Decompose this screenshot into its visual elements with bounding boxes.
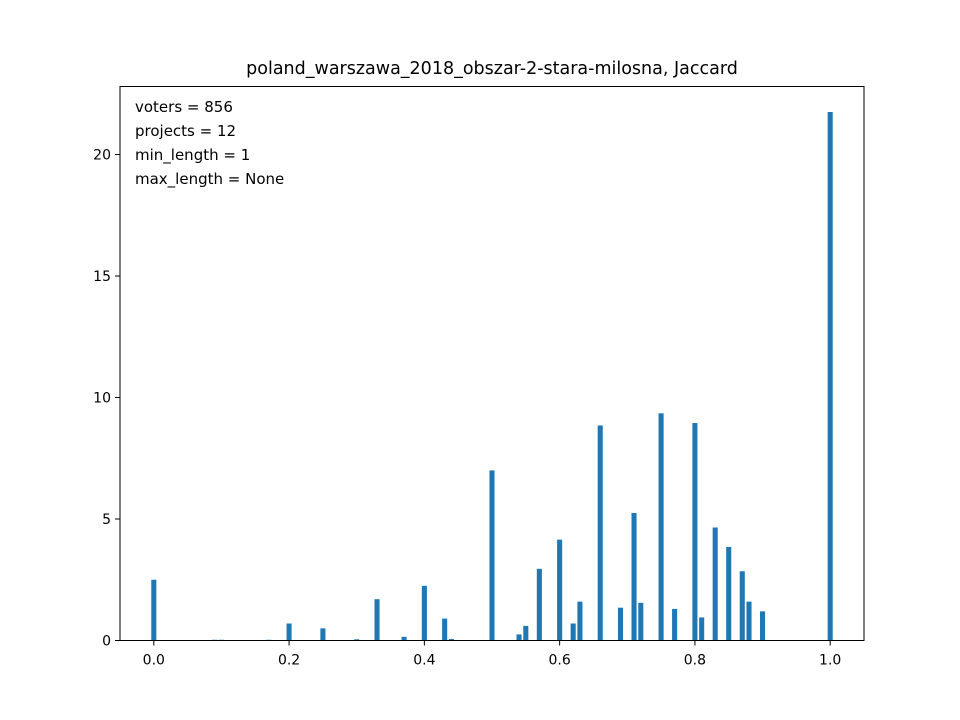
- bar-29: [739, 571, 745, 641]
- bar-16: [557, 539, 563, 641]
- bar-28: [726, 546, 732, 641]
- bar-31: [760, 611, 766, 641]
- x-tick-label-2: 0.4: [413, 653, 435, 669]
- y-tick-label-1: 5: [102, 512, 111, 528]
- annotation-box: voters = 856 projects = 12 min_length = 1 m…: [135, 98, 284, 189]
- bar-25: [692, 423, 698, 641]
- bar-6: [354, 639, 360, 641]
- y-tick-label-4: 20: [93, 148, 111, 164]
- bar-11: [448, 639, 454, 641]
- bar-8: [401, 636, 407, 641]
- annotation-line-1: projects = 12: [135, 122, 236, 140]
- bar-10: [442, 618, 448, 641]
- bar-26: [699, 617, 705, 641]
- x-tick-label-0: 0.0: [143, 653, 165, 669]
- bar-5: [320, 628, 326, 641]
- annotation-line-2: min_length = 1: [135, 146, 250, 165]
- y-tick-label-3: 15: [93, 269, 111, 285]
- bar-7: [374, 599, 380, 641]
- bar-13: [516, 634, 522, 641]
- x-axis: 0.0 0.2 0.4 0.6 0.8 1.0: [143, 640, 841, 669]
- bar-27: [712, 527, 718, 641]
- x-tick-label-3: 0.6: [549, 653, 571, 669]
- bar-32: [827, 112, 833, 641]
- bar-17: [570, 623, 576, 641]
- bar-4: [286, 623, 292, 641]
- chart-title: poland_warszawa_2018_obszar-2-stara-milo…: [246, 59, 738, 79]
- annotation-line-3: max_length = None: [135, 170, 284, 189]
- bar-19: [597, 425, 603, 641]
- y-tick-label-2: 10: [93, 391, 111, 407]
- bars-group: [151, 112, 833, 641]
- bar-23: [658, 413, 664, 641]
- bar-18: [577, 601, 583, 641]
- bar-12: [489, 470, 495, 641]
- y-axis: 0 5 10 15 20: [93, 148, 120, 650]
- bar-22: [638, 602, 644, 641]
- bar-30: [746, 601, 752, 641]
- y-tick-label-0: 0: [102, 634, 111, 650]
- plot-frame: [119, 86, 865, 641]
- x-tick-label-5: 1.0: [819, 653, 841, 669]
- bar-9: [421, 585, 427, 641]
- bar-21: [631, 512, 637, 641]
- bar-14: [523, 625, 529, 641]
- x-tick-label-4: 0.8: [684, 653, 706, 669]
- annotation-line-0: voters = 856: [135, 98, 233, 116]
- bar-20: [617, 607, 624, 641]
- bar-15: [536, 568, 542, 641]
- bar-24: [672, 608, 678, 641]
- bar-0: [151, 579, 157, 641]
- x-tick-label-1: 0.2: [278, 653, 300, 669]
